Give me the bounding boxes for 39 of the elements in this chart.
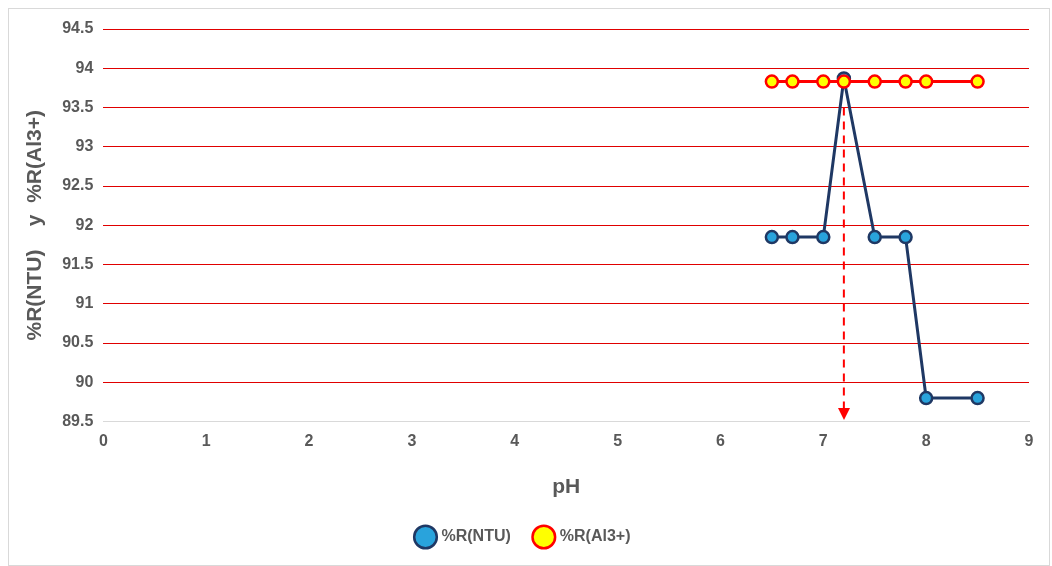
point bbox=[785, 74, 800, 89]
y-axis-title: %R(NTU) y %R(Al3+) bbox=[22, 110, 46, 341]
y-tick-label: 93 bbox=[75, 137, 94, 155]
y-tick-label: 91 bbox=[75, 294, 94, 312]
legend-label: %R(NTU) bbox=[441, 527, 511, 545]
point bbox=[867, 74, 882, 89]
y-tick-label: 93.5 bbox=[62, 97, 94, 115]
point bbox=[764, 229, 780, 245]
x-tick-label: 7 bbox=[818, 431, 828, 449]
point bbox=[764, 74, 780, 89]
y-tick-label: 94.5 bbox=[62, 19, 94, 37]
point bbox=[918, 74, 934, 89]
legend-label: %R(Al3+) bbox=[559, 527, 631, 545]
x-tick-label: 8 bbox=[921, 431, 931, 449]
y-tick-label: 90.5 bbox=[62, 333, 94, 351]
x-tick-label: 6 bbox=[715, 431, 725, 449]
y-tick-label: 92 bbox=[75, 215, 94, 233]
y-tick-label: 90 bbox=[75, 372, 94, 390]
x-tick-label: 0 bbox=[98, 431, 108, 449]
x-tick-label: 1 bbox=[201, 431, 211, 449]
point bbox=[970, 390, 985, 406]
y-tick-label: 94 bbox=[75, 58, 94, 76]
point bbox=[816, 229, 831, 245]
x-axis-title: pH bbox=[552, 474, 581, 498]
y-tick-label: 89.5 bbox=[62, 412, 94, 430]
y-tick-label: 92.5 bbox=[62, 176, 94, 194]
x-tick-label: 2 bbox=[304, 431, 314, 449]
point bbox=[898, 229, 913, 245]
x-tick-label: 9 bbox=[1024, 431, 1034, 449]
point bbox=[898, 74, 913, 89]
point bbox=[918, 390, 934, 406]
x-tick-label: 3 bbox=[407, 431, 417, 449]
point bbox=[816, 74, 831, 89]
x-tick-label: 5 bbox=[613, 431, 623, 449]
y-tick-label: 91.5 bbox=[62, 254, 94, 272]
point bbox=[970, 74, 985, 89]
point bbox=[867, 229, 882, 245]
x-tick-label: 4 bbox=[510, 431, 520, 449]
point bbox=[785, 229, 800, 245]
